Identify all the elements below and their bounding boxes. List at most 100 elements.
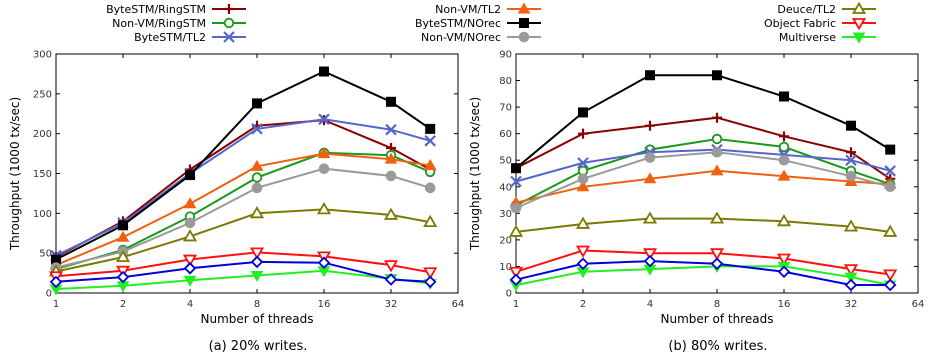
x-tick-label: 2 [120, 299, 126, 310]
series-deuce-tl2 [508, 211, 898, 237]
x-tick-label: 64 [912, 299, 925, 310]
y-tick-label: 150 [33, 169, 52, 180]
series-bytestm-norec [51, 66, 436, 265]
caption-b: (b) 80% writes. [668, 339, 767, 354]
x-tick-label: 8 [714, 299, 720, 310]
legend-label: Non-VM/RingSTM [112, 17, 206, 30]
data-point [576, 180, 590, 192]
data-point [424, 135, 436, 147]
x-tick-label: 32 [845, 299, 858, 310]
series-line [55, 152, 431, 267]
y-tick-label: 60 [499, 129, 512, 140]
y-tick-label: 50 [39, 249, 52, 260]
data-point [318, 163, 330, 175]
data-point [843, 264, 859, 277]
legend-marker [519, 18, 529, 28]
y-tick-label: 90 [499, 50, 512, 61]
legend-label: Deuce/TL2 [777, 3, 836, 16]
legend-marker [851, 18, 867, 31]
series-multiverse [49, 266, 437, 296]
data-point [578, 107, 588, 118]
data-point [250, 255, 264, 269]
data-point [644, 152, 656, 163]
data-point [712, 112, 722, 123]
y-tick-label: 0 [506, 289, 512, 300]
data-point [385, 170, 397, 182]
data-point [183, 197, 197, 209]
data-point [423, 214, 438, 227]
data-point [645, 70, 655, 81]
data-point [49, 275, 63, 289]
legend-marker [223, 17, 235, 29]
data-point [711, 146, 723, 158]
data-point [712, 70, 722, 81]
data-point [386, 96, 396, 107]
data-point [778, 154, 790, 166]
data-point [845, 154, 857, 166]
series-bytestm-tl2 [50, 113, 436, 262]
y-tick-label: 70 [499, 103, 512, 114]
legend-marker [224, 4, 234, 14]
legend-item-non-vm-ringstm: Non-VM/RingSTM [112, 17, 246, 30]
data-point [250, 159, 264, 171]
legend-label: ByteSTM/NOrec [415, 17, 501, 30]
data-point [884, 165, 896, 177]
legend-item-bytestm-ringstm: ByteSTM/RingSTM [106, 3, 246, 16]
data-point [384, 273, 398, 286]
x-tick-label: 2 [580, 299, 586, 310]
data-point [251, 172, 263, 183]
data-point [316, 202, 332, 215]
legend-item-deuce-tl2: Deuce/TL2 [777, 1, 876, 16]
x-tick-label: 4 [647, 299, 653, 310]
data-point [383, 260, 399, 273]
legend-marker [851, 1, 867, 14]
data-point [843, 219, 859, 232]
data-point [116, 230, 130, 242]
x-tick-label: 16 [778, 299, 791, 310]
data-point [423, 267, 438, 280]
series-jvstm [49, 255, 437, 289]
series-bytestm-norec [511, 70, 896, 174]
data-point [844, 272, 858, 284]
data-point [578, 128, 588, 139]
data-point [776, 253, 792, 266]
legend-item-bytestm-tl2: ByteSTM/TL2 [134, 31, 246, 44]
x-tick-label: 16 [318, 299, 331, 310]
data-point [250, 270, 264, 282]
data-point [249, 206, 265, 219]
data-point [846, 120, 856, 131]
y-tick-label: 30 [499, 209, 512, 220]
data-point [319, 66, 329, 77]
data-point [575, 245, 591, 258]
data-point [778, 141, 790, 153]
y-tick-label: 100 [33, 209, 52, 220]
series-object-fabric [508, 245, 898, 282]
data-point [185, 170, 195, 181]
y-tick-label: 50 [499, 156, 512, 167]
legend-label: Object Fabric [764, 17, 836, 30]
series-line [55, 119, 431, 258]
legend-label: Non-VM/NOrec [421, 31, 501, 44]
data-point [511, 163, 521, 174]
legend-label: Multiverse [779, 31, 836, 44]
legend: ByteSTM/RingSTMNon-VM/RingSTMByteSTM/TL2… [106, 1, 876, 44]
data-point [709, 211, 725, 224]
legend-label: ByteSTM/RingSTM [106, 3, 206, 16]
data-point [183, 275, 197, 287]
data-point [510, 202, 522, 214]
data-point [883, 278, 897, 292]
data-point [318, 113, 330, 126]
panel-20-percent-writes: 0 50 100 150 200 250 300 1 2 4 8 16 32 64 Number of th… [8, 50, 464, 327]
data-point [249, 247, 265, 260]
x-tick-label: 8 [254, 299, 260, 310]
y-tick-label: 40 [499, 182, 512, 193]
series-line [515, 217, 891, 233]
legend-item-non-vm-norec: Non-VM/NOrec [421, 31, 541, 44]
data-point [508, 266, 524, 280]
data-point [575, 216, 591, 229]
data-point [884, 181, 896, 193]
legend-marker [518, 31, 530, 43]
data-point [509, 273, 523, 286]
data-point [384, 152, 398, 164]
